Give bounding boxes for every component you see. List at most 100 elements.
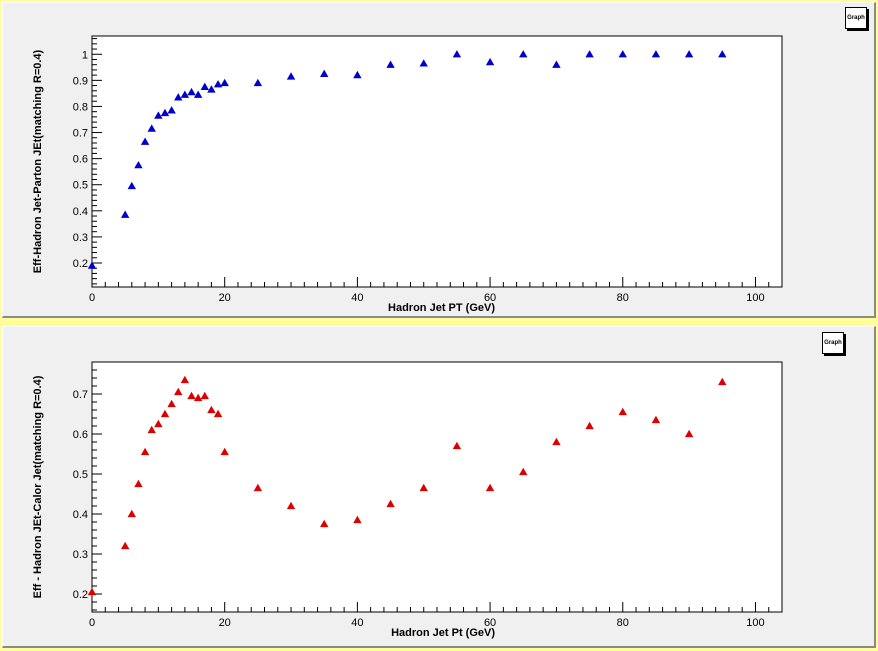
data-point [127,509,137,518]
data-point [167,106,176,114]
data-point [452,50,462,58]
x-tick-label: 60 [484,292,496,304]
data-point [134,479,143,488]
x-tick-label: 20 [219,617,231,629]
x-axis-title: Hadron Jet PT (GeV) [388,302,495,314]
data-point [87,587,97,596]
data-point [320,519,329,528]
y-tick-label: 0.2 [73,258,88,270]
y-axis-title: Eff-Hadron Jet-Parton JEt(matching R=0.4… [32,49,44,273]
y-tick-label: 0.7 [73,128,88,140]
data-point [220,78,229,87]
data-point [207,405,216,414]
data-point [253,483,263,492]
data-point [651,415,661,424]
data-point [213,409,223,418]
x-tick-label: 40 [351,617,363,629]
data-point [485,57,495,66]
data-point [552,437,561,446]
data-point [684,429,694,438]
data-point [154,111,163,119]
data-point [519,50,528,58]
data-point [220,447,229,456]
data-point [120,210,130,218]
data-point [140,137,150,145]
data-point [386,60,395,68]
data-point [167,399,176,408]
data-point [154,419,163,428]
x-tick-label: 100 [746,292,764,304]
data-point [651,50,661,58]
data-point [87,261,97,269]
data-point [552,60,561,68]
graph-title-top: Graph [847,15,865,21]
data-point [452,441,462,450]
data-point [419,59,428,67]
graph-title-box-top: Graph [845,7,867,29]
y-tick-label: 0.5 [73,469,88,481]
data-point [585,421,594,430]
y-axis-title: Eff - Hadron JEt-Calor Jet(matching R=0.… [32,375,44,598]
data-point [134,160,143,169]
x-tick-label: 100 [746,617,764,629]
plot-area [91,35,783,288]
x-tick-label: 60 [484,617,496,629]
data-point [147,425,156,434]
data-point [187,391,196,400]
data-point [386,499,395,508]
y-tick-label: 0.7 [73,389,88,401]
data-point [174,387,183,396]
y-tick-label: 0.8 [73,101,88,113]
data-point [120,541,130,550]
y-tick-label: 0.4 [73,509,88,521]
data-point [618,50,627,58]
data-point [353,515,362,524]
x-tick-label: 80 [617,292,629,304]
plot-area [91,361,783,613]
data-point [585,50,594,58]
y-tick-label: 0.9 [73,75,88,87]
data-point [180,90,190,98]
data-point [207,85,216,93]
data-point [127,181,137,190]
data-point [213,80,223,88]
x-tick-label: 40 [351,292,363,304]
data-point [187,87,196,96]
data-point [618,407,627,416]
data-point [160,108,170,117]
y-tick-label: 0.3 [73,232,88,244]
data-point [193,393,203,402]
data-point [180,375,190,384]
data-point [684,50,694,58]
x-tick-label: 0 [89,617,95,629]
y-tick-label: 0.4 [73,206,88,218]
data-point [519,467,528,476]
y-tick-label: 0.2 [73,589,88,601]
data-point [718,377,727,386]
data-point [253,78,263,87]
y-tick-label: 0.5 [73,180,88,192]
data-point [353,70,362,79]
data-point [718,50,727,58]
data-point [485,483,495,492]
data-point [147,124,156,132]
data-point [200,82,209,91]
y-tick-label: 1 [82,49,88,61]
graph-title-box-bottom: Graph [822,332,844,354]
data-point [160,409,170,418]
data-point [286,501,296,510]
data-point [200,391,209,400]
y-tick-label: 0.6 [73,154,88,166]
data-point [140,447,150,456]
x-tick-label: 0 [89,292,95,304]
x-tick-label: 80 [617,617,629,629]
y-tick-label: 0.3 [73,549,88,561]
data-point [320,69,329,77]
graph-title-bottom: Graph [824,340,842,346]
data-point [174,93,183,101]
y-tick-label: 0.6 [73,429,88,441]
data-point [193,90,203,98]
data-point [419,483,428,492]
